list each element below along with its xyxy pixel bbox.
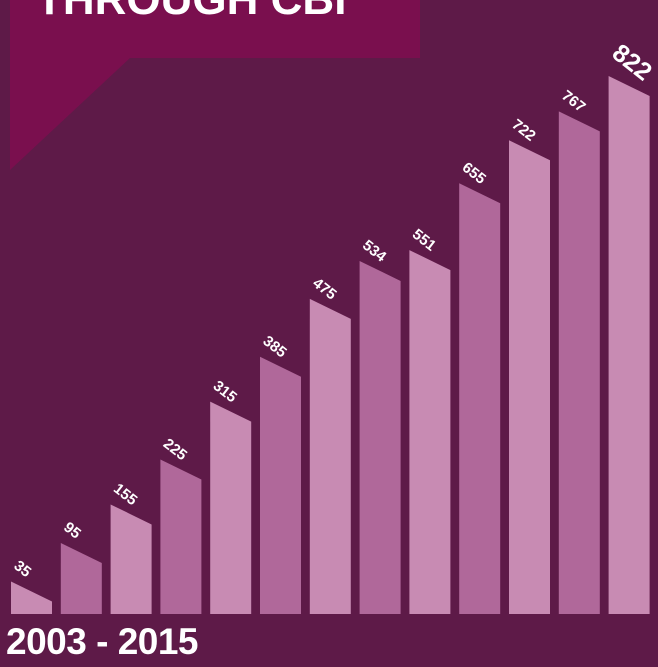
- value-label-2013: 722: [509, 116, 539, 145]
- bar-2004: [60, 542, 102, 614]
- banner: THROUGH CBI: [10, 0, 420, 170]
- value-label-2003: 35: [11, 557, 35, 581]
- value-label-2010: 534: [359, 237, 390, 266]
- bar-2008: [260, 356, 301, 614]
- value-label-2004: 95: [60, 519, 84, 543]
- value-label-2006: 225: [160, 435, 190, 464]
- bar-2009: [309, 298, 351, 614]
- year-range-label: 2003 - 2015: [6, 621, 199, 662]
- bar-2003: [11, 581, 52, 614]
- value-label-2011: 551: [409, 226, 439, 255]
- banner-shape: [10, 0, 420, 170]
- value-label-2007: 315: [210, 377, 240, 406]
- bar-2013: [509, 140, 550, 614]
- value-label-2005: 155: [110, 480, 140, 509]
- bars: [11, 76, 650, 615]
- value-label-2014: 767: [558, 87, 588, 116]
- bar-2012: [459, 183, 501, 614]
- bar-2006: [160, 459, 202, 614]
- bar-2011: [409, 250, 451, 614]
- value-label-2012: 655: [459, 159, 489, 188]
- bar-2005: [110, 504, 152, 614]
- bar-2010: [359, 260, 401, 614]
- bar-2007: [210, 401, 252, 614]
- value-label-2008: 385: [260, 332, 290, 361]
- bar-2014: [558, 111, 600, 615]
- value-label-2009: 475: [309, 275, 339, 304]
- bar-2015: [608, 76, 650, 614]
- banner-title: THROUGH CBI: [36, 0, 346, 24]
